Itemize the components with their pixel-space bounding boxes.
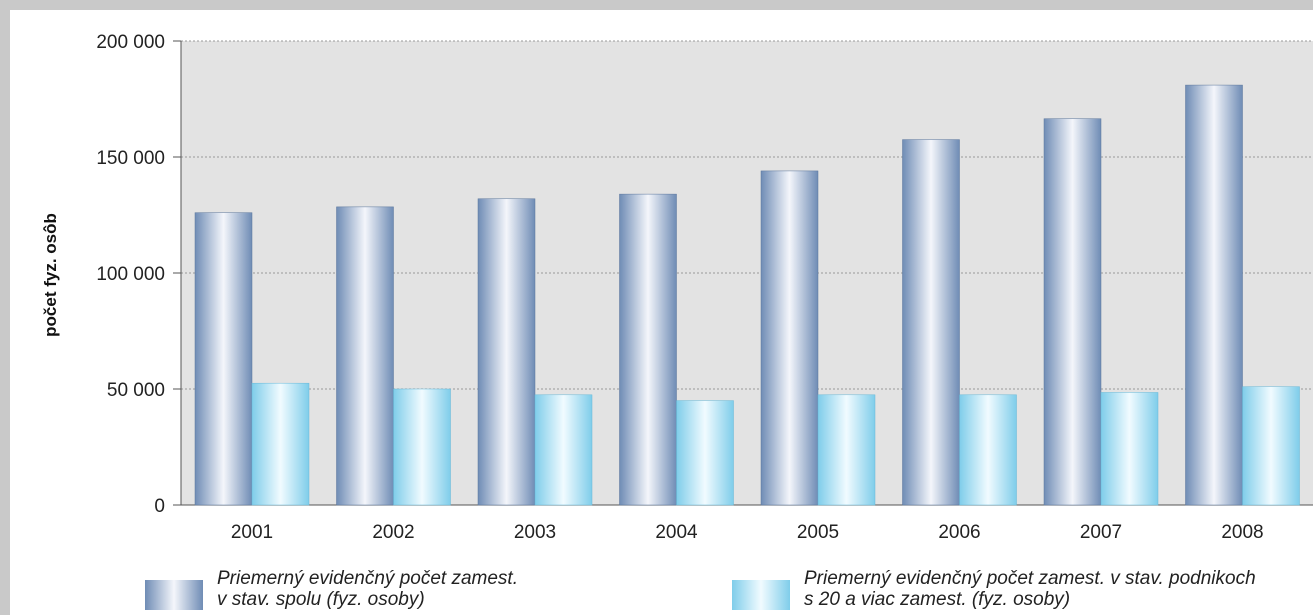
y-tick-label: 100 000 xyxy=(96,264,165,285)
x-tick-label: 2006 xyxy=(938,522,980,543)
bars xyxy=(194,84,1300,506)
bar-total-2003 xyxy=(477,198,536,506)
x-tick-label: 2008 xyxy=(1221,522,1263,543)
x-tick-label: 2004 xyxy=(655,522,698,543)
bar-total-2005 xyxy=(760,170,819,506)
y-tick-label: 50 000 xyxy=(107,380,165,401)
bar-large-firms-2007 xyxy=(1100,392,1159,506)
y-tick-label: 150 000 xyxy=(96,148,165,169)
chart-frame: 0 50 000 100 000 150 000 200 000 2001 2002 200… xyxy=(10,10,1313,615)
bar-large-firms-2002 xyxy=(393,388,451,506)
x-tick-label: 2007 xyxy=(1080,522,1122,543)
bar-large-firms-2003 xyxy=(534,394,593,506)
y-axis: 0 50 000 100 000 150 000 200 000 xyxy=(96,32,182,517)
bar-large-firms-2004 xyxy=(676,400,734,506)
legend-swatch-large-firms xyxy=(732,580,790,610)
bar-large-firms-2005 xyxy=(817,394,876,506)
legend-label-total-line-2: v stav. spolu (fyz. osoby) xyxy=(217,589,425,610)
legend-label-large-firms-line-1: Priemerný evidenčný počet zamest. v stav… xyxy=(804,568,1256,589)
legend-label-large-firms: Priemerný evidenčný počet zamest. v stav… xyxy=(804,568,1256,610)
bar-large-firms-2008 xyxy=(1242,386,1300,506)
x-tick-label: 2001 xyxy=(231,522,273,543)
bar-total-2008 xyxy=(1185,84,1243,506)
x-tick-label: 2003 xyxy=(514,522,556,543)
x-axis: 2001 2002 2003 2004 2005 2006 2007 2008 xyxy=(181,504,1313,543)
bar-large-firms-2001 xyxy=(251,382,310,506)
bar-total-2001 xyxy=(194,212,253,506)
x-tick-label: 2005 xyxy=(797,522,839,543)
legend-item-large-firms: Priemerný evidenčný počet zamest. v stav… xyxy=(732,568,1256,610)
bar-total-2004 xyxy=(619,193,677,506)
legend-label-total-line-1: Priemerný evidenčný počet zamest. xyxy=(217,568,518,589)
y-tick-label: 200 000 xyxy=(96,32,165,53)
bar-total-2007 xyxy=(1043,118,1102,506)
y-axis-label: počet fyz. osôb xyxy=(41,213,60,337)
legend-swatch-total xyxy=(145,580,203,610)
y-tick-label: 0 xyxy=(154,496,165,517)
legend-item-total: Priemerný evidenčný počet zamest. v stav… xyxy=(145,568,518,610)
bar-large-firms-2006 xyxy=(959,394,1017,506)
legend-label-large-firms-line-2: s 20 a viac zamest. (fyz. osoby) xyxy=(804,589,1071,610)
bar-total-2006 xyxy=(902,139,960,506)
bar-total-2002 xyxy=(336,206,394,506)
x-tick-label: 2002 xyxy=(372,522,414,543)
legend-label-total: Priemerný evidenčný počet zamest. v stav… xyxy=(217,568,518,610)
